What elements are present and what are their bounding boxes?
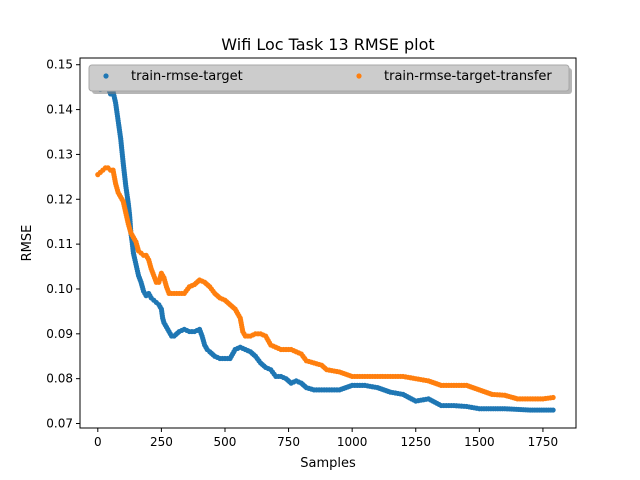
data-point — [550, 407, 556, 413]
x-tick-label: 1750 — [528, 435, 559, 449]
axes-layer: 0 250 500 750 1000 1250 1500 1750 0.07 0.08 0.09 0.… — [46, 57, 577, 449]
series-2 — [95, 165, 556, 402]
axes-frame — [79, 57, 577, 429]
x-tick-label: 250 — [150, 435, 173, 449]
legend-label: train-rmse-target — [131, 69, 243, 84]
y-tick-label: 0.09 — [46, 327, 73, 341]
plot-area — [80, 58, 576, 428]
x-tick-label: 1000 — [337, 435, 368, 449]
y-tick-label: 0.13 — [46, 147, 73, 161]
legend-box — [88, 64, 570, 92]
y-tick-label: 0.08 — [46, 372, 73, 386]
x-tick-label: 750 — [277, 435, 300, 449]
x-axis-label: Samples — [300, 456, 356, 471]
legend: train-rmse-target train-rmse-target-trans… — [88, 64, 572, 94]
y-tick-label: 0.14 — [46, 103, 73, 117]
legend-label: train-rmse-target-transfer — [384, 69, 552, 84]
y-tick-label: 0.12 — [46, 192, 73, 206]
x-tick-label: 0 — [94, 435, 102, 449]
y-tick-label: 0.10 — [46, 282, 73, 296]
y-tick-label: 0.11 — [46, 237, 73, 251]
x-tick-label: 500 — [214, 435, 237, 449]
y-tick-label: 0.07 — [46, 417, 73, 431]
data-point — [550, 394, 556, 401]
x-tick-label: 1500 — [464, 435, 495, 449]
y-tick-label: 0.15 — [46, 58, 73, 72]
legend-marker — [103, 73, 109, 79]
x-tick-label: 1250 — [400, 435, 431, 449]
y-axis-label: RMSE — [20, 225, 35, 262]
chart-title: Wifi Loc Task 13 RMSE plot — [221, 35, 434, 54]
legend-marker — [356, 73, 362, 79]
